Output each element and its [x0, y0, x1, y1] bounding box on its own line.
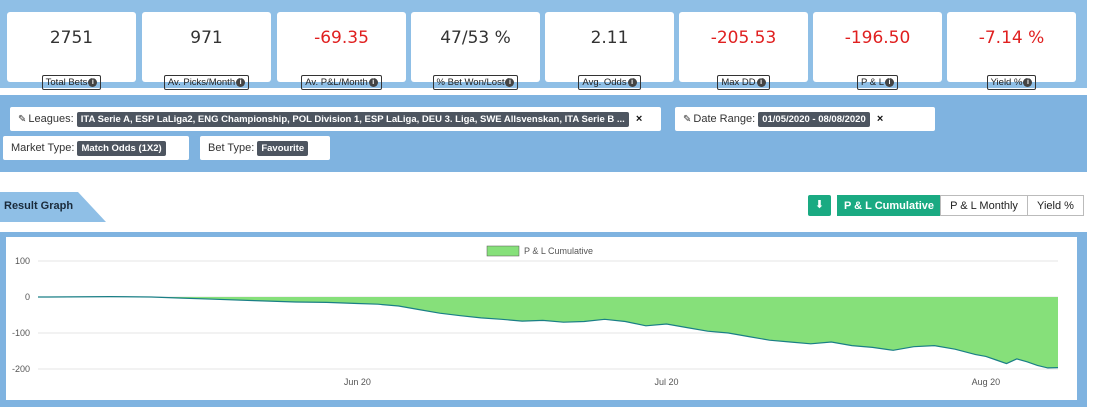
x-tick-label: Jul 20: [654, 377, 678, 387]
date-range-value: 01/05/2020 - 08/08/2020: [758, 111, 870, 127]
result-graph-title: Result Graph: [4, 200, 74, 212]
stat-label-text: Av. P&L/Month: [305, 77, 368, 88]
stat-value: 2751: [49, 28, 94, 48]
stat-card: -205.53 Max DD i: [679, 12, 808, 90]
tab-yield[interactable]: Yield %: [1027, 195, 1084, 216]
stat-label: Av. Picks/Month i: [163, 75, 250, 90]
stat-label-text: Total Bets: [45, 77, 88, 88]
stat-label: Avg. Odds i: [578, 75, 641, 90]
result-header-bg: [0, 192, 106, 222]
pl-cumulative-chart: 100 0 -100 -200 Jun 20 Jul 20 Aug 20 P & L Cumu…: [12, 245, 1059, 387]
stat-card: -7.14 % Yield % i: [947, 12, 1076, 90]
market-type-filter[interactable]: Market Type: Match Odds (1X2): [3, 136, 189, 160]
bet-type-value: Favourite: [257, 140, 309, 156]
market-type-label: Market Type:: [11, 142, 75, 154]
info-icon[interactable]: i: [236, 77, 246, 87]
y-tick-label: 0: [25, 292, 30, 302]
y-tick-label: -100: [12, 328, 30, 338]
bet-type-filter[interactable]: Bet Type: Favourite: [200, 136, 330, 160]
x-tick-label: Aug 20: [972, 377, 1001, 387]
stat-value: -205.53: [710, 28, 777, 48]
stat-label-text: % Bet Won/Lost: [436, 77, 505, 88]
chart-panel: 100 0 -100 -200 Jun 20 Jul 20 Aug 20 P & L Cumu…: [6, 237, 1077, 400]
stat-label: Total Bets i: [41, 75, 102, 90]
stat-card: 2.11 Avg. Odds i: [545, 12, 674, 90]
stat-value: 2.11: [590, 28, 629, 48]
date-range-clear-icon[interactable]: ×: [876, 113, 884, 126]
tab-pl-monthly[interactable]: P & L Monthly: [940, 195, 1028, 216]
info-icon[interactable]: i: [88, 77, 98, 87]
stat-label-text: Av. Picks/Month: [167, 77, 236, 88]
leagues-clear-icon[interactable]: ×: [635, 113, 643, 126]
info-icon[interactable]: i: [885, 77, 895, 87]
pl-line: [38, 295, 1059, 369]
info-icon[interactable]: i: [1023, 77, 1033, 87]
chart-frame: 100 0 -100 -200 Jun 20 Jul 20 Aug 20 P & L Cumu…: [0, 232, 1087, 407]
stat-value: -7.14 %: [978, 28, 1045, 48]
stat-label: % Bet Won/Lost i: [432, 75, 519, 90]
stat-label: Av. P&L/Month i: [301, 75, 382, 90]
stats-bar: 2751 Total Bets i 971 Av. Picks/Month i -69.35…: [0, 0, 1087, 90]
legend-swatch: [486, 245, 520, 257]
tab-pl-cumulative[interactable]: P & L Cumulative: [837, 195, 941, 216]
pl-area: [38, 296, 1058, 368]
pencil-icon: ✎: [18, 114, 27, 125]
stat-card: 2751 Total Bets i: [7, 12, 136, 90]
stat-card: 971 Av. Picks/Month i: [142, 12, 271, 90]
stat-value: 47/53 %: [440, 28, 511, 48]
stat-label-text: Max DD: [721, 77, 756, 88]
info-icon[interactable]: i: [368, 77, 378, 87]
x-tick-label: Jun 20: [344, 377, 371, 387]
info-icon[interactable]: i: [627, 77, 637, 87]
stat-label-text: Yield %: [990, 77, 1023, 88]
result-graph-header: Result Graph: [0, 192, 106, 222]
stat-label-text: Avg. Odds: [582, 77, 627, 88]
market-type-value: Match Odds (1X2): [77, 140, 166, 156]
y-tick-label: -200: [12, 364, 30, 374]
stat-label: Yield % i: [986, 75, 1037, 90]
download-icon: ⬇: [814, 199, 825, 211]
date-range-filter[interactable]: ✎ Date Range: 01/05/2020 - 08/08/2020 ×: [675, 107, 935, 131]
stat-label: Max DD i: [717, 75, 770, 90]
filters-bar: ✎ Leagues: ITA Serie A, ESP LaLiga2, ENG …: [0, 95, 1087, 172]
bet-type-label: Bet Type:: [208, 142, 255, 154]
y-tick-label: 100: [15, 256, 30, 266]
legend-label: P & L Cumulative: [524, 246, 593, 256]
stat-value: -69.35: [314, 28, 369, 48]
download-button[interactable]: ⬇: [808, 195, 831, 216]
leagues-filter[interactable]: ✎ Leagues: ITA Serie A, ESP LaLiga2, ENG …: [10, 107, 661, 131]
stat-value: 971: [190, 28, 223, 48]
stat-label-text: P & L: [860, 77, 885, 88]
info-icon[interactable]: i: [756, 77, 766, 87]
stat-value: -196.50: [844, 28, 911, 48]
info-icon[interactable]: i: [505, 77, 515, 87]
stat-card: 47/53 % % Bet Won/Lost i: [411, 12, 540, 90]
pencil-icon: ✎: [683, 114, 692, 125]
leagues-value: ITA Serie A, ESP LaLiga2, ENG Championsh…: [76, 111, 629, 127]
stat-card: -69.35 Av. P&L/Month i: [277, 12, 406, 90]
leagues-label: Leagues:: [28, 113, 74, 125]
date-range-label: Date Range:: [693, 113, 756, 125]
